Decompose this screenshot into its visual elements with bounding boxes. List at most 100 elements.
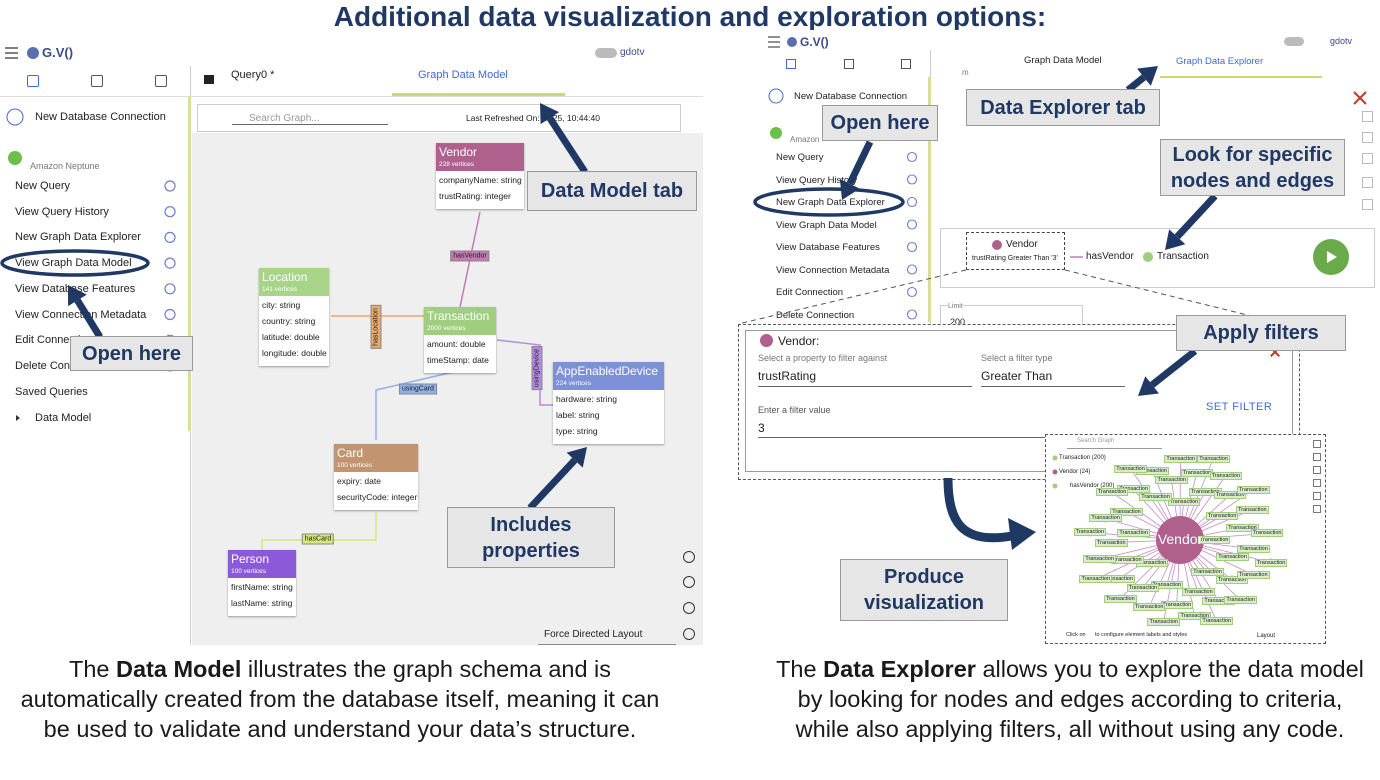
add-icon xyxy=(768,88,784,104)
side-icon xyxy=(1362,199,1373,210)
sidebar-tab-icon xyxy=(901,59,911,69)
menu-icon xyxy=(164,257,176,269)
caption-bold: Data Explorer xyxy=(823,656,976,682)
query-target: Transaction xyxy=(1157,251,1209,262)
mini-tool-icon xyxy=(1313,492,1321,500)
node-property: timeStamp: date xyxy=(427,355,489,365)
mini-tool-icon xyxy=(1313,453,1321,461)
vertex-dot xyxy=(992,240,1002,250)
user-name: gdotv xyxy=(620,47,645,58)
sidebar-accent xyxy=(928,77,931,322)
menu-icon xyxy=(906,174,918,185)
mini-tool-icon xyxy=(1313,466,1321,474)
new-connection: New Database Connection xyxy=(794,91,908,102)
mini-tool-icon xyxy=(1313,505,1321,513)
node: Location 141 vertices city: string country:… xyxy=(259,268,329,366)
callout-arrow xyxy=(546,116,588,174)
menu-icon xyxy=(906,151,918,163)
field-label: Select a filter type xyxy=(981,353,1053,363)
run-icon xyxy=(1327,251,1337,263)
node-count: 228 vertices xyxy=(439,161,475,168)
field-underline xyxy=(758,386,972,387)
menu-icon xyxy=(164,180,176,192)
node-header xyxy=(553,362,664,390)
node-property: companyName: string xyxy=(439,175,522,185)
menu-icon xyxy=(164,308,176,321)
sidebar-tab-icon xyxy=(27,75,39,87)
app-logo: G.V() xyxy=(42,45,74,60)
side-icon xyxy=(1362,132,1373,143)
limit-value: 200 xyxy=(950,317,966,327)
callout: Data Model tab xyxy=(527,171,697,211)
tab: Query0 * xyxy=(231,69,275,81)
menu-icon xyxy=(906,219,918,230)
set-filter-button: SET FILTER xyxy=(1206,401,1273,413)
node-label: Location xyxy=(262,270,308,284)
status-dot xyxy=(770,127,782,139)
sidebar-tab-icon xyxy=(91,75,103,87)
status-dot xyxy=(8,151,22,165)
node: Person 100 vertices firstName: string lastN… xyxy=(228,550,296,616)
menu-item: View Connection Metadata xyxy=(776,264,890,276)
menu-item: New Graph Data Explorer xyxy=(776,197,885,208)
dialog-title: Vendor: xyxy=(778,334,820,348)
app-logo: G.V() xyxy=(800,35,829,49)
menu-item: New Query xyxy=(15,180,71,192)
tab-underline xyxy=(392,93,565,96)
arrow-head xyxy=(1165,229,1186,250)
vertex-box xyxy=(966,232,1065,270)
menu-item: View Query History xyxy=(776,174,858,186)
query-vertex: Vendor xyxy=(1006,239,1038,250)
zoom-button xyxy=(683,628,695,640)
zoom-button xyxy=(683,576,695,588)
arrow-head xyxy=(1137,66,1158,86)
caption-text: The xyxy=(776,656,824,682)
node-property: amount: double xyxy=(427,339,486,349)
mini-tool-icon xyxy=(1313,479,1321,487)
legend-entry: Transaction (200) xyxy=(1059,455,1106,461)
node-property: longitude: double xyxy=(262,348,327,358)
mini-footer: to configure element labels and styles xyxy=(1095,632,1188,638)
node-header xyxy=(436,143,524,171)
node: AppEnabledDevice 224 vertices hardware: st… xyxy=(553,362,664,444)
search-box xyxy=(232,124,388,125)
last-refreshed: 025, 10:44:40 xyxy=(548,113,600,123)
edge xyxy=(375,369,463,440)
caption-bold: Data Model xyxy=(116,656,242,682)
menu-icon xyxy=(164,206,176,218)
node-property: expiry: date xyxy=(337,476,381,486)
caption-text: The xyxy=(68,656,116,682)
side-icon xyxy=(1362,111,1373,122)
callout: Data Explorer tab xyxy=(966,89,1160,126)
node-property: label: string xyxy=(556,410,600,420)
node-header xyxy=(334,444,418,472)
menu-item: New Graph Data Explorer xyxy=(15,231,141,244)
callout-arrow xyxy=(1125,74,1147,93)
caption: The Data Model illustrates the graph sch… xyxy=(5,654,675,744)
node-property: trustRating: integer xyxy=(439,191,511,201)
node-property: latitude: double xyxy=(262,332,320,342)
callout: Produce visualization xyxy=(840,559,1008,621)
node-property: type: string xyxy=(556,426,598,436)
page-title: Additional data visualization and explor… xyxy=(333,1,1047,32)
caption-text: allows you to explore the data model by … xyxy=(795,656,1364,742)
node-header xyxy=(424,307,496,335)
home-icon xyxy=(204,75,214,84)
menu-icon xyxy=(164,231,176,243)
toggle xyxy=(1284,37,1304,46)
tab: Graph Data Explorer xyxy=(1176,56,1264,67)
node-count: 224 vertices xyxy=(556,380,592,387)
field-label: Enter a filter value xyxy=(758,405,831,415)
toggle xyxy=(595,48,617,58)
layout-select: Force Directed Layout xyxy=(538,624,676,645)
saved-queries: Saved Queries xyxy=(15,386,88,398)
menu-icon xyxy=(906,241,918,253)
sidebar-accent xyxy=(188,96,191,431)
callout-arrow xyxy=(74,298,103,339)
legend-entry: hasVendor (200) xyxy=(1070,483,1115,489)
menu-icon xyxy=(906,286,918,298)
callout: Apply filters xyxy=(1176,315,1346,351)
node-header xyxy=(259,268,329,296)
node: Card 100 vertices expiry: date securityCode… xyxy=(334,444,418,510)
